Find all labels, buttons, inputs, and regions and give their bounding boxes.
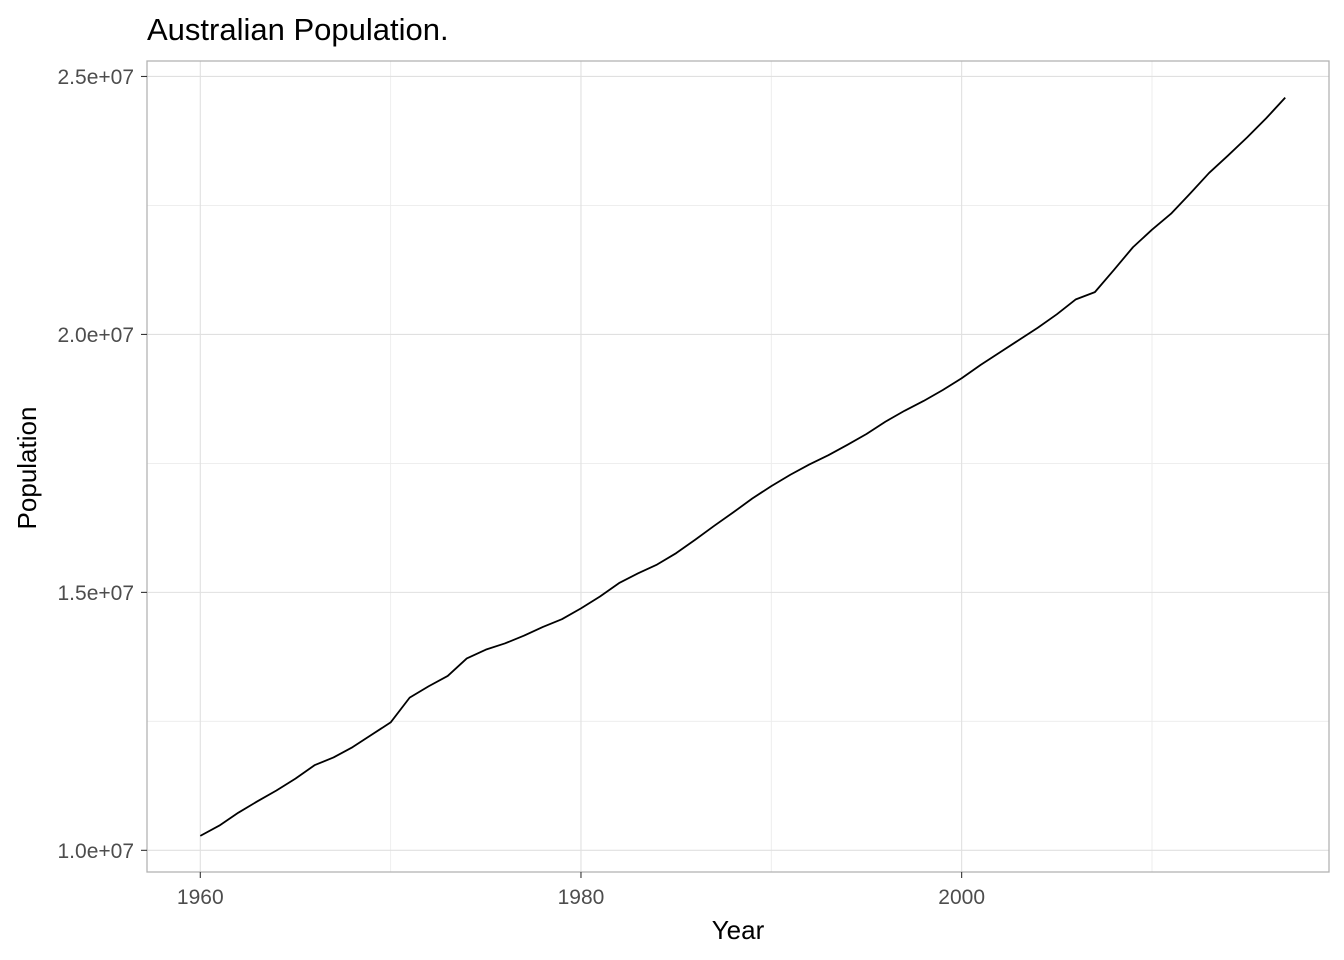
y-tick-label: 2.5e+07 <box>58 66 135 89</box>
population-line <box>199 97 1286 837</box>
y-axis-title: Population <box>12 407 42 530</box>
chart-title: Australian Population. <box>147 12 449 47</box>
x-axis-title: Year <box>712 915 765 945</box>
x-tick-label: 1980 <box>558 886 605 909</box>
grid <box>147 61 1329 872</box>
y-tick-label: 1.5e+07 <box>58 582 135 605</box>
axes: 1960 1980 2000 1.0e+07 1.5e+07 2.0e+07 2.5e+07 <box>58 66 986 909</box>
y-tick-label: 1.0e+07 <box>58 840 135 863</box>
x-tick-label: 2000 <box>938 886 985 909</box>
panel-border <box>146 60 1330 873</box>
x-tick-label: 1960 <box>177 886 224 909</box>
series-layer <box>199 97 1286 837</box>
y-tick-label: 2.0e+07 <box>58 324 135 347</box>
